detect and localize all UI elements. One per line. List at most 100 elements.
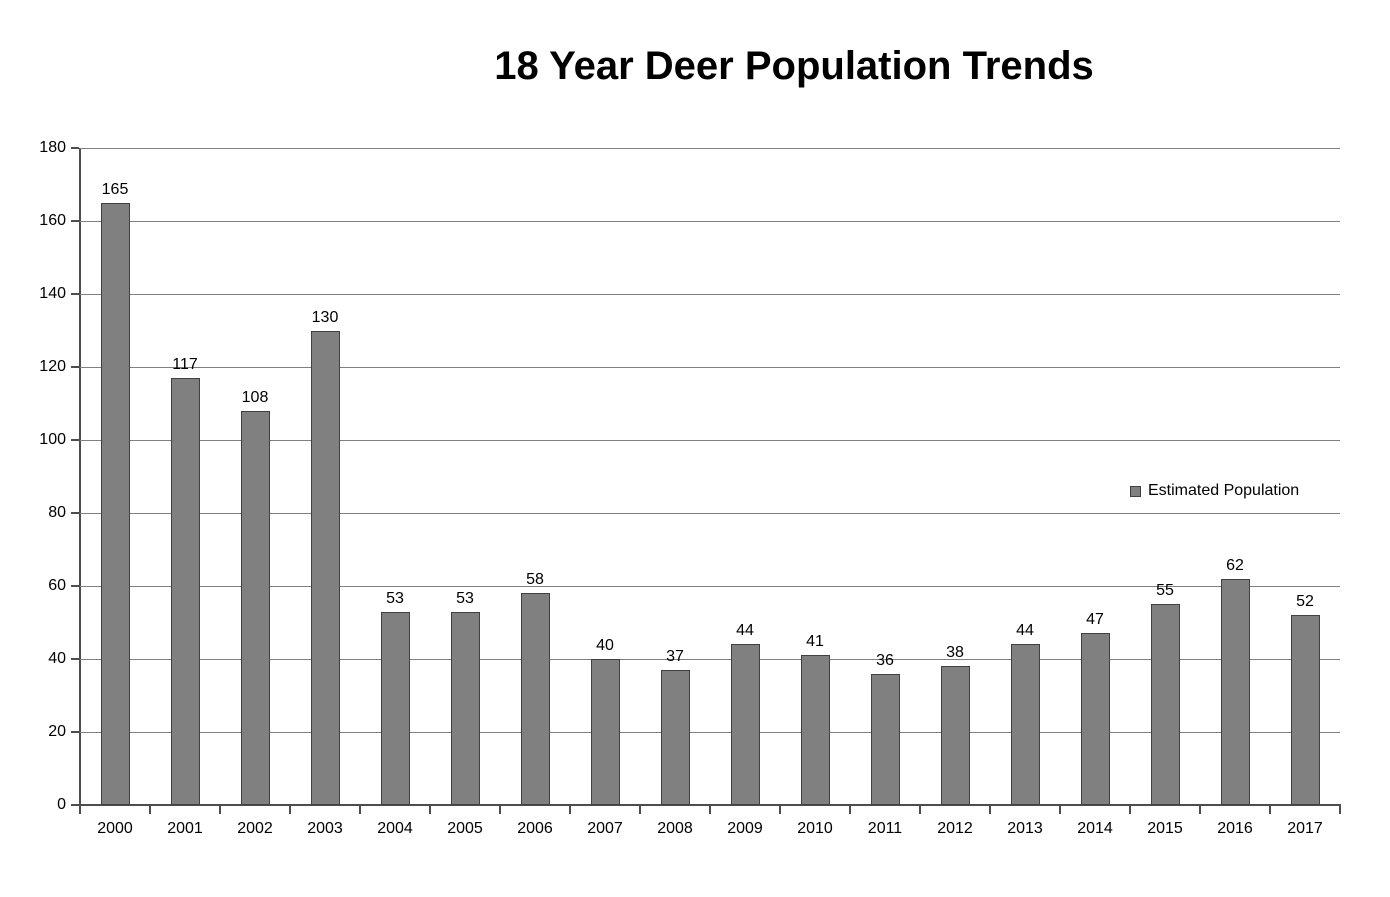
- bar: 44: [1010, 622, 1040, 805]
- x-axis-tick: [289, 806, 291, 814]
- y-axis-tick: [71, 658, 79, 660]
- bar-value-label: 36: [876, 651, 894, 669]
- x-axis-tick: [919, 806, 921, 814]
- x-axis-tick: [779, 806, 781, 814]
- x-axis-tick: [1199, 806, 1201, 814]
- x-tick-label: 2000: [97, 820, 133, 837]
- y-tick-label: 160: [39, 212, 66, 229]
- y-axis-tick: [71, 731, 79, 733]
- bar-value-label: 47: [1086, 611, 1104, 629]
- x-tick-label: 2017: [1287, 820, 1323, 837]
- bar-value-label: 44: [736, 622, 754, 640]
- x-axis-tick: [149, 806, 151, 814]
- bar-value-label: 37: [666, 647, 684, 665]
- y-axis-tick: [71, 293, 79, 295]
- x-axis-tick: [79, 806, 81, 814]
- bar-value-label: 52: [1296, 593, 1314, 611]
- gridline: [80, 440, 1340, 441]
- gridline: [80, 513, 1340, 514]
- x-tick-label: 2002: [237, 820, 273, 837]
- gridline: [80, 148, 1340, 149]
- bar-value-label: 62: [1226, 556, 1244, 574]
- gridline: [80, 659, 1340, 660]
- x-axis-tick: [219, 806, 221, 814]
- gridline: [80, 367, 1340, 368]
- x-tick-label: 2005: [447, 820, 483, 837]
- bar: 37: [660, 648, 690, 805]
- y-tick-label: 100: [39, 431, 66, 448]
- bar-value-label: 53: [386, 589, 404, 607]
- bar-value-label: 55: [1156, 582, 1174, 600]
- legend: Estimated Population: [1130, 482, 1299, 500]
- y-axis-tick: [71, 439, 79, 441]
- bar-value-label: 130: [311, 308, 339, 326]
- x-tick-label: 2003: [307, 820, 343, 837]
- x-axis-tick: [499, 806, 501, 814]
- x-axis-tick: [1129, 806, 1131, 814]
- y-axis-tick: [71, 147, 79, 149]
- x-axis-tick: [1339, 806, 1341, 814]
- y-axis-tick: [71, 512, 79, 514]
- gridline: [80, 294, 1340, 295]
- x-axis-tick: [849, 806, 851, 814]
- gridline: [80, 221, 1340, 222]
- bar: 165: [100, 181, 130, 805]
- gridline: [80, 586, 1340, 587]
- bar: 41: [800, 633, 830, 805]
- y-tick-label: 20: [48, 723, 66, 740]
- legend-swatch-icon: [1130, 485, 1141, 497]
- x-axis-tick: [709, 806, 711, 814]
- x-tick-label: 2004: [377, 820, 413, 837]
- x-axis-line: [78, 804, 1341, 806]
- y-tick-label: 0: [57, 796, 66, 813]
- bar-value-label: 40: [596, 637, 614, 654]
- x-tick-label: 2007: [587, 820, 623, 837]
- chart-title: 18 Year Deer Population Trends: [494, 44, 1094, 88]
- y-tick-label: 180: [39, 139, 66, 156]
- x-axis-tick: [639, 806, 641, 814]
- x-tick-label: 2016: [1217, 820, 1253, 837]
- bar: 108: [240, 389, 270, 805]
- bar: 53: [380, 590, 410, 805]
- x-axis-tick: [989, 806, 991, 814]
- bar: 58: [520, 571, 550, 805]
- x-axis-tick: [429, 806, 431, 814]
- legend-label: Estimated Population: [1148, 482, 1300, 499]
- y-axis-line: [78, 148, 81, 806]
- bar: 36: [870, 652, 900, 805]
- bar-value-label: 38: [946, 644, 964, 662]
- bar: 55: [1150, 582, 1180, 805]
- bar: 40: [590, 637, 620, 805]
- x-tick-label: 2012: [937, 820, 973, 837]
- y-tick-label: 40: [48, 650, 66, 667]
- y-tick-label: 120: [39, 358, 66, 375]
- bar: 62: [1220, 557, 1250, 805]
- bar: 130: [310, 309, 340, 805]
- x-axis-tick: [569, 806, 571, 814]
- y-tick-label: 80: [48, 504, 66, 521]
- y-axis-tick: [71, 804, 79, 806]
- y-axis-tick: [71, 220, 79, 222]
- plot-area: 165 117 108 130 53 53 58 40 37 44 41 36 38 44 47 55 62 52: [80, 148, 1340, 805]
- bar-value-label: 117: [172, 355, 198, 373]
- bar: 44: [730, 622, 760, 805]
- bar: 52: [1290, 593, 1320, 805]
- gridline: [80, 732, 1340, 733]
- bar: 38: [940, 644, 970, 805]
- x-tick-label: 2011: [867, 820, 903, 837]
- bar-value-label: 165: [101, 180, 129, 198]
- y-tick-label: 60: [48, 577, 66, 594]
- x-tick-label: 2001: [167, 820, 203, 837]
- x-tick-label: 2009: [727, 820, 763, 837]
- bar-value-label: 44: [1016, 622, 1034, 640]
- y-axis-tick: [71, 366, 79, 368]
- x-tick-label: 2013: [1007, 820, 1043, 837]
- x-axis-tick: [1269, 806, 1271, 814]
- y-axis-tick: [71, 585, 79, 587]
- x-tick-label: 2014: [1077, 820, 1113, 837]
- bar-value-label: 58: [526, 571, 544, 589]
- bar: 117: [170, 356, 200, 805]
- y-tick-label: 140: [39, 285, 66, 302]
- bar: 47: [1080, 611, 1110, 805]
